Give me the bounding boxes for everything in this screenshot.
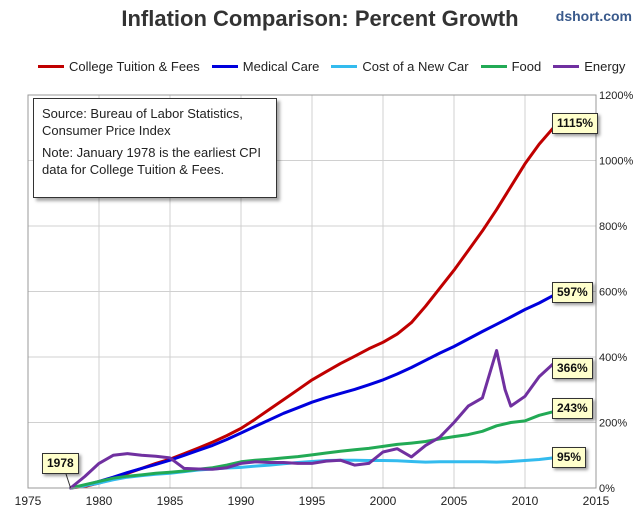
legend-item-college-tuition-fees: College Tuition & Fees bbox=[38, 59, 200, 74]
series-line-food bbox=[69, 406, 562, 490]
x-tick-label: 2010 bbox=[512, 494, 539, 508]
note-source-line2: Consumer Price Index bbox=[42, 123, 171, 138]
legend-item-energy: Energy bbox=[553, 59, 625, 74]
legend-swatch bbox=[331, 64, 358, 68]
x-tick-label: 2000 bbox=[370, 494, 397, 508]
x-tick-label: 2015 bbox=[583, 494, 610, 508]
y-tick-label: 1200% bbox=[599, 90, 633, 102]
legend-item-medical-care: Medical Care bbox=[211, 58, 320, 74]
legend-swatch bbox=[211, 64, 238, 68]
end-value-callout-cost-of-a-new-car: 95% bbox=[552, 446, 587, 468]
end-value-callout-energy: 366% bbox=[552, 358, 593, 380]
series-line-medical-care bbox=[69, 291, 562, 490]
y-tick-label: 1000% bbox=[599, 156, 633, 168]
x-tick-label: 1990 bbox=[228, 494, 255, 508]
x-tick-label: 1995 bbox=[299, 494, 326, 508]
legend-label: Food bbox=[511, 58, 542, 74]
end-value-callout-medical-care: 597% bbox=[552, 282, 593, 304]
x-tick-label: 1975 bbox=[15, 494, 42, 508]
series-line-energy bbox=[69, 349, 562, 490]
legend-swatch bbox=[480, 64, 507, 68]
series-layer bbox=[69, 121, 562, 490]
end-value-callout-food: 243% bbox=[552, 398, 593, 420]
x-tick-label: 1985 bbox=[157, 494, 184, 508]
y-tick-label: 400% bbox=[599, 352, 627, 364]
legend-item-food: Food bbox=[480, 58, 542, 74]
note-source-line1: Source: Bureau of Labor Statistics, bbox=[42, 106, 243, 121]
start-callout-pointer bbox=[65, 473, 72, 489]
plot-frame bbox=[27, 94, 597, 489]
end-value-callout-college-tuition-fees: 1115% bbox=[552, 112, 599, 134]
x-tick-label: 2005 bbox=[441, 494, 468, 508]
legend-label: College Tuition & Fees bbox=[69, 58, 200, 74]
start-year-callout: 1978 bbox=[42, 453, 79, 474]
note-line4: data for College Tuition & Fees. bbox=[42, 162, 225, 177]
legend-label: Cost of a New Car bbox=[362, 58, 469, 74]
x-tick-label: 1980 bbox=[86, 494, 113, 508]
legend-swatch bbox=[553, 64, 580, 68]
legend: College Tuition & Fees Medical Care Cost o… bbox=[38, 56, 637, 76]
note-line3: Note: January 1978 is the earliest CPI bbox=[42, 145, 261, 160]
source-tag[interactable]: dshort.com bbox=[555, 8, 632, 24]
note-box: Source: Bureau of Labor Statistics, Cons… bbox=[33, 98, 277, 198]
y-tick-label: 200% bbox=[599, 418, 627, 430]
legend-item-cost-of-a-new-car: Cost of a New Car bbox=[331, 58, 469, 74]
legend-label: Medical Care bbox=[242, 58, 320, 74]
y-tick-label: 0% bbox=[599, 483, 615, 495]
legend-swatch bbox=[38, 64, 64, 68]
chart-title: Inflation Comparison: Percent Growth bbox=[121, 6, 519, 31]
y-tick-label: 800% bbox=[599, 221, 627, 233]
legend-label: Energy bbox=[584, 58, 626, 74]
y-tick-label: 600% bbox=[599, 287, 627, 299]
